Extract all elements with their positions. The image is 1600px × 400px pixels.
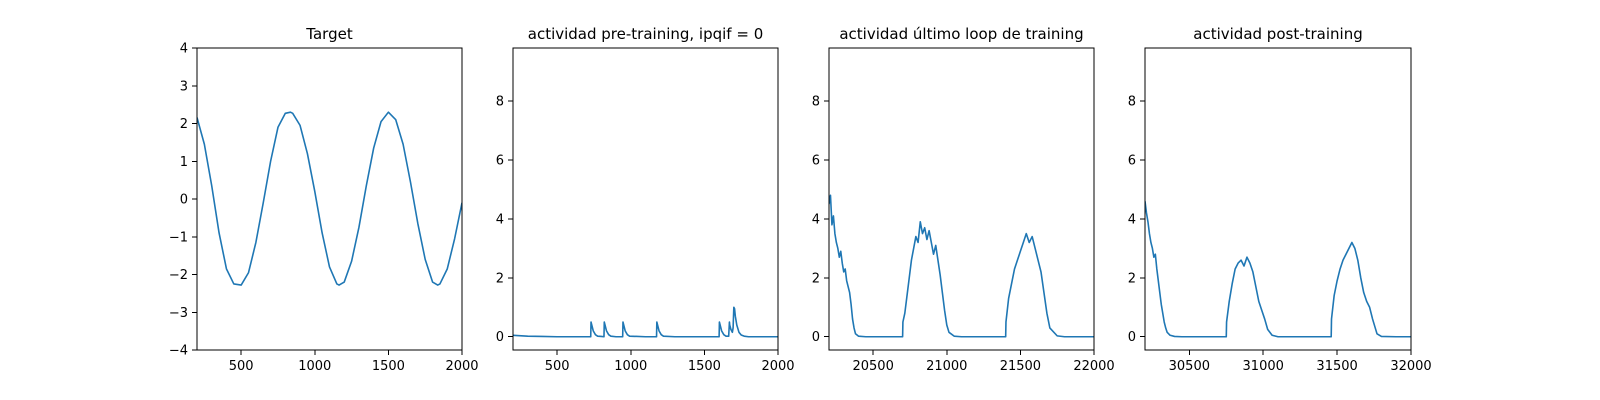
x-tick-label: 21500 — [1000, 359, 1041, 374]
y-tick-label: 6 — [1128, 153, 1136, 168]
series-line-1 — [197, 111, 462, 286]
chart-title: actividad post-training — [1193, 25, 1362, 43]
x-tick-label: 1500 — [372, 359, 405, 374]
x-tick-label: 21000 — [926, 359, 967, 374]
x-tick-label: 32000 — [1390, 359, 1431, 374]
series-line-1 — [829, 194, 1094, 338]
x-tick-label: 2000 — [761, 359, 794, 374]
y-tick-label: 8 — [496, 95, 504, 110]
y-tick-label: 6 — [812, 153, 820, 168]
y-tick-label: −3 — [169, 306, 188, 321]
series-line-1 — [1145, 201, 1411, 338]
chart-panel-1: 500 1000 1500 2000 −4 −3 −2 −1 0 1 2 3 4 Target — [169, 25, 479, 374]
y-tick-label: 1 — [180, 155, 188, 170]
plot-frame — [1144, 47, 1412, 351]
plot-frame — [196, 47, 463, 351]
y-tick-label: 0 — [496, 330, 504, 345]
y-tick-label: 6 — [496, 153, 504, 168]
plot-frame — [828, 47, 1095, 351]
x-tick-label: 30500 — [1169, 359, 1210, 374]
y-tick-label: 4 — [1128, 212, 1136, 227]
x-tick-label: 31500 — [1316, 359, 1357, 374]
x-tick-label: 500 — [545, 359, 570, 374]
chart-panel-3: 20500 21000 21500 22000 0 2 4 6 8 actividad últim… — [812, 25, 1115, 374]
x-tick-label: 1500 — [688, 359, 721, 374]
y-tick-label: −4 — [169, 344, 188, 359]
y-tick-label: 0 — [812, 330, 820, 345]
chart-panel-2: 500 1000 1500 2000 0 2 4 6 8 actividad pre-traini… — [496, 25, 795, 374]
x-tick-label: 2000 — [445, 359, 478, 374]
x-tick-label: 20500 — [852, 359, 893, 374]
y-tick-label: 2 — [496, 271, 504, 286]
y-tick-label: 8 — [1128, 95, 1136, 110]
y-tick-label: 2 — [1128, 271, 1136, 286]
y-tick-label: −2 — [169, 268, 188, 283]
x-tick-label: 31000 — [1243, 359, 1284, 374]
y-tick-label: 0 — [1128, 330, 1136, 345]
x-tick-label: 1000 — [614, 359, 647, 374]
y-tick-label: 2 — [180, 117, 188, 132]
y-tick-label: 3 — [180, 79, 188, 94]
x-tick-label: 22000 — [1073, 359, 1114, 374]
x-tick-label: 1000 — [298, 359, 331, 374]
y-tick-label: 4 — [180, 42, 188, 57]
chart-title: actividad último loop de training — [839, 25, 1083, 43]
chart-panel-4: 30500 31000 31500 32000 0 2 4 6 8 actividad post-… — [1128, 25, 1432, 374]
y-tick-label: 4 — [812, 212, 820, 227]
y-tick-label: 0 — [180, 193, 188, 208]
y-tick-label: 4 — [496, 212, 504, 227]
plot-frame — [512, 47, 779, 351]
y-tick-label: −1 — [169, 230, 188, 245]
y-tick-label: 8 — [812, 95, 820, 110]
series-line-1 — [513, 306, 778, 338]
chart-title: Target — [305, 25, 353, 43]
x-tick-label: 500 — [229, 359, 254, 374]
y-tick-label: 2 — [812, 271, 820, 286]
chart-title: actividad pre-training, ipqif = 0 — [528, 25, 764, 43]
